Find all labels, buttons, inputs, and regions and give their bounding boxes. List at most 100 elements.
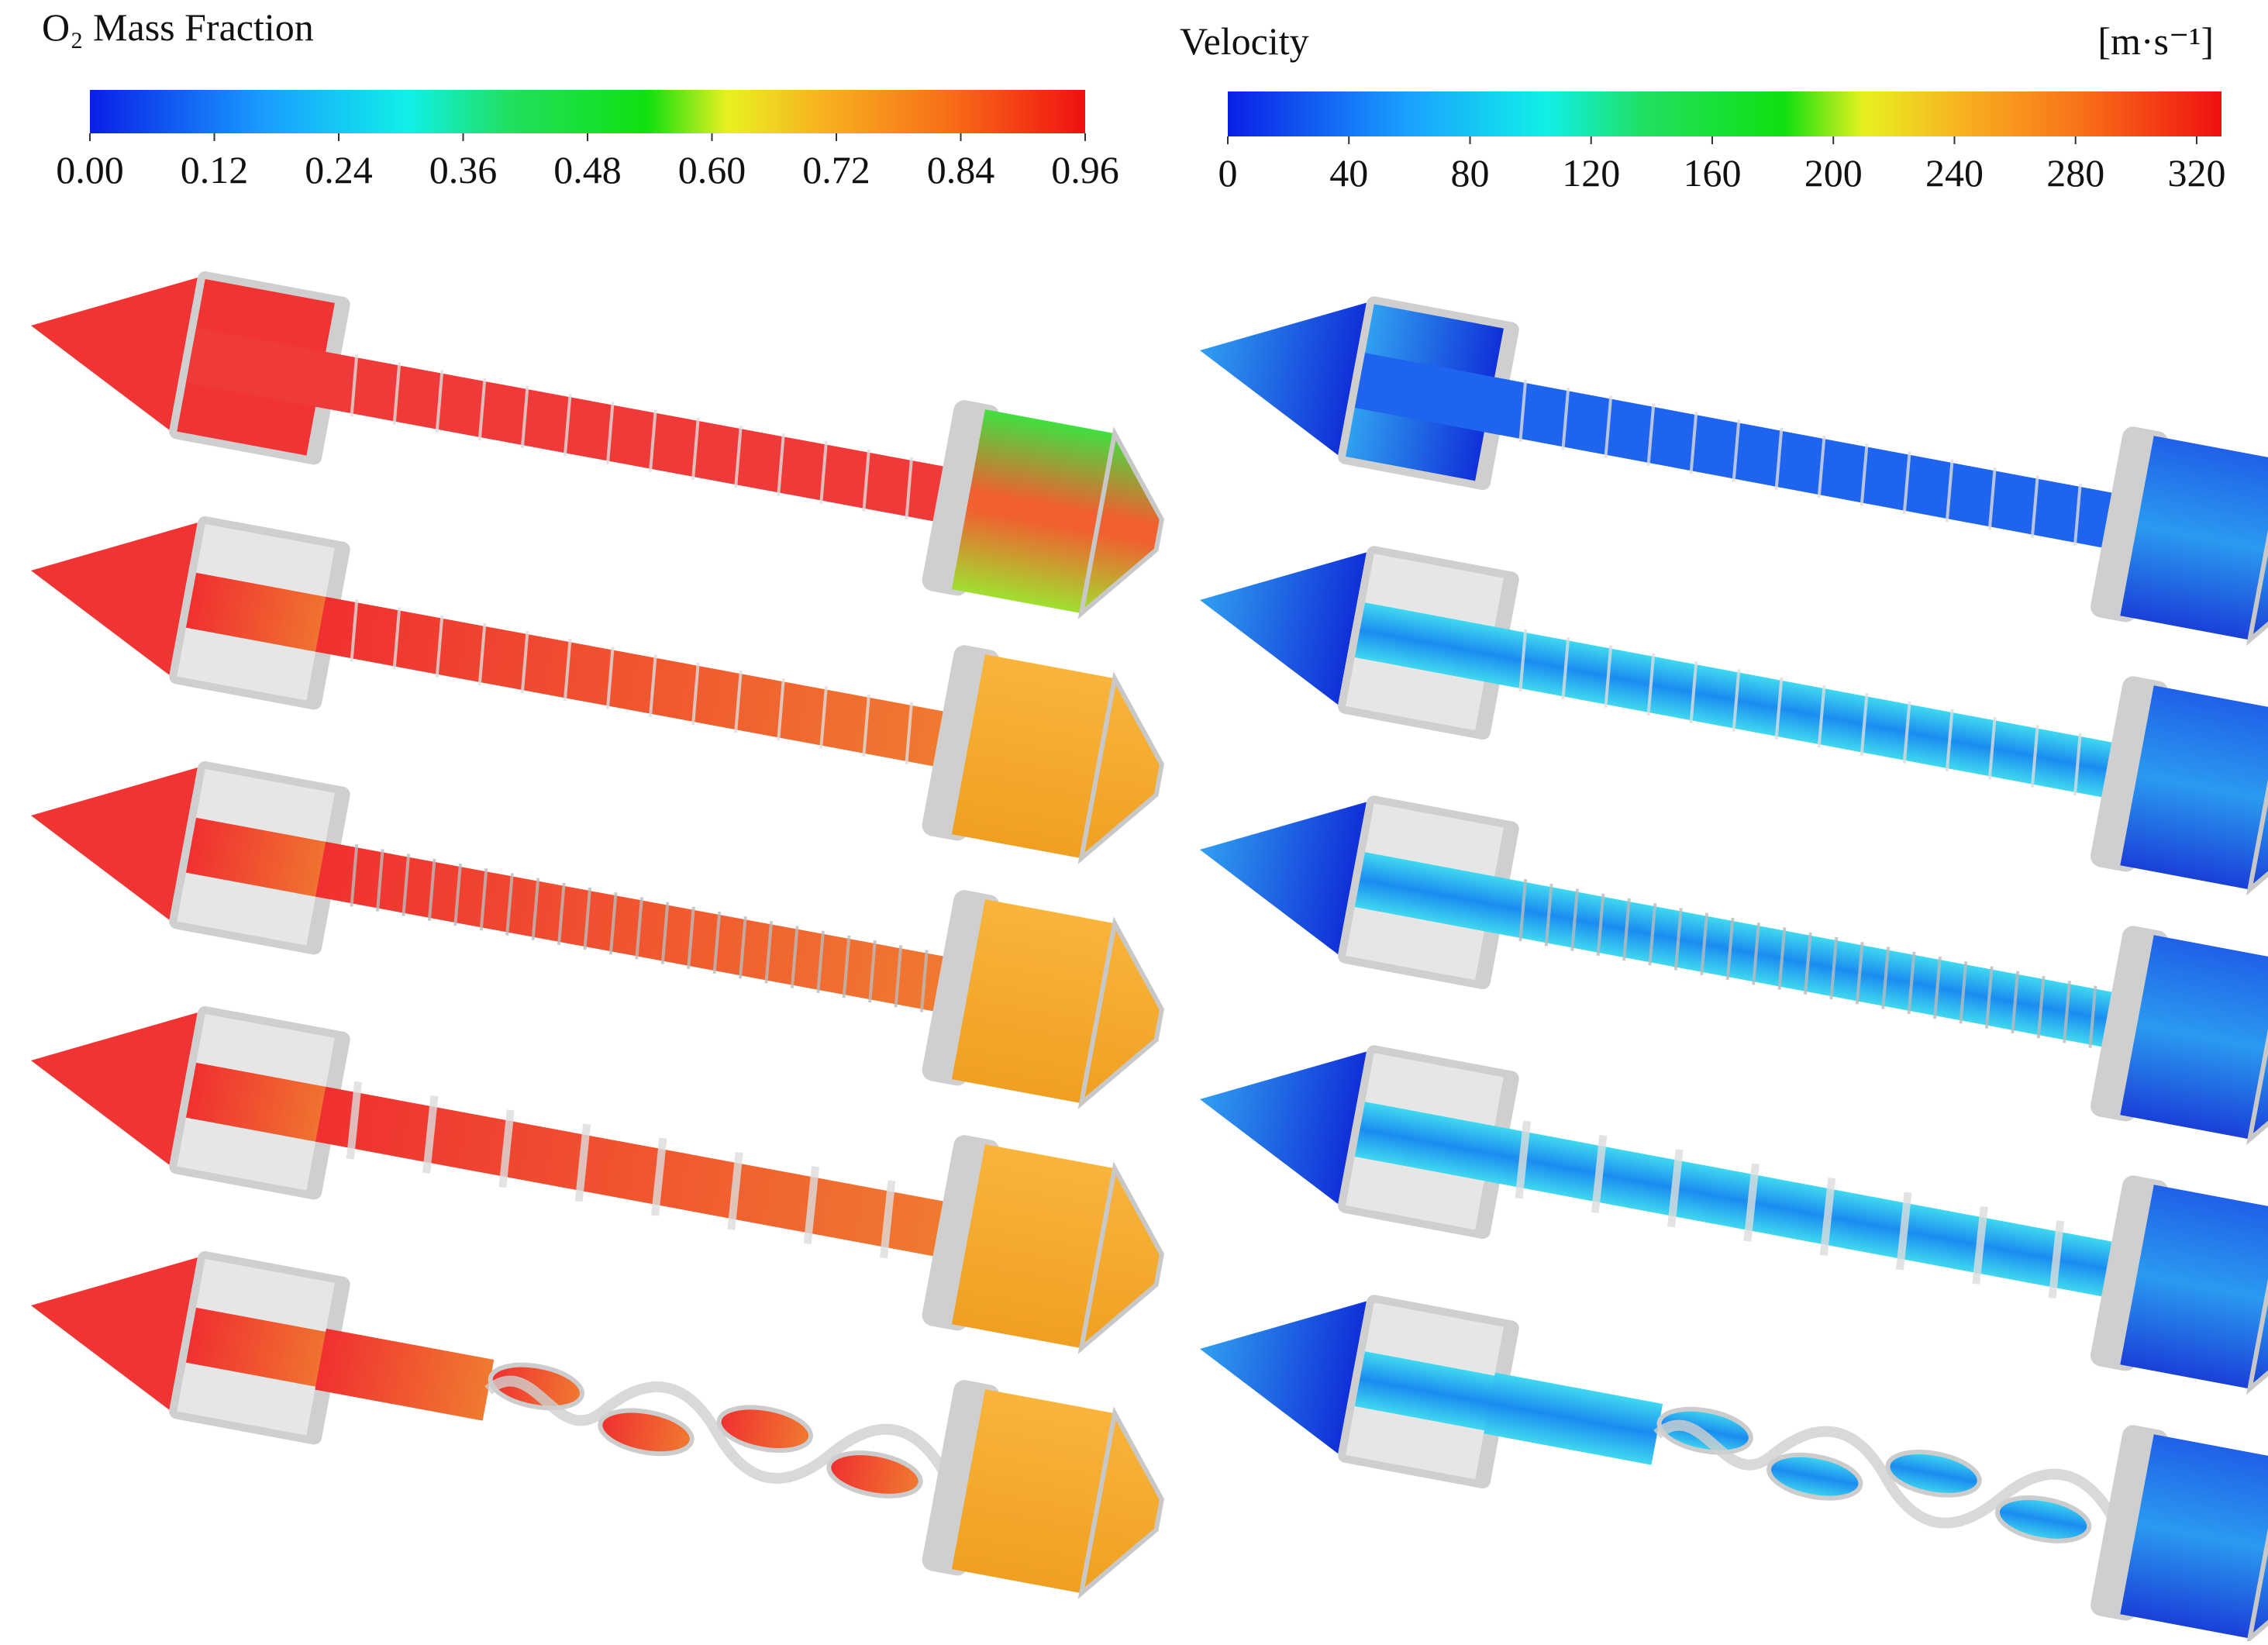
swirl-ring — [375, 849, 384, 912]
inlet-cone — [1200, 302, 1367, 456]
swirl-ring — [2073, 733, 2082, 796]
inlet-pipe — [185, 817, 341, 900]
inlet-cone — [1200, 1051, 1367, 1205]
nozzle-model — [31, 760, 1165, 1109]
swirl-ring — [803, 1166, 820, 1245]
colorbar-tick-label: 80 — [1450, 151, 1489, 195]
swirl-pipe — [315, 841, 951, 1013]
colorbar-unit: [m·s⁻¹] — [2097, 19, 2214, 63]
swirl-ring — [862, 694, 870, 757]
colorbar — [1228, 91, 2221, 136]
inlet-cone — [31, 522, 198, 675]
swirl-ring — [427, 858, 436, 922]
inlet-pipe — [1354, 852, 1510, 934]
swirl-ring — [350, 599, 359, 662]
swirl-ring — [2073, 483, 2082, 547]
swirl-ring — [1902, 701, 1911, 764]
swirl-pipe — [1484, 876, 2120, 1049]
swirl-ring — [651, 1137, 667, 1216]
swirl-ring — [1987, 717, 1997, 780]
swirl-ring — [1570, 888, 1580, 951]
swirl-ring — [1984, 966, 1994, 1029]
swirl-ring — [920, 950, 929, 1012]
swirl-ring — [1544, 884, 1553, 947]
swirl-ring — [905, 702, 914, 765]
swirl-ring — [727, 1151, 743, 1230]
swirl-ring — [819, 441, 828, 504]
swirl-ring — [1604, 395, 1613, 458]
inlet-pipe — [1354, 1351, 1510, 1433]
colorbar-tick-label: 240 — [1925, 151, 1984, 195]
colorbar-tick-label: 0.36 — [429, 148, 498, 191]
outlet-cone — [2246, 1202, 2268, 1395]
swirl-ring — [1803, 932, 1812, 995]
swirl-ring — [477, 622, 487, 686]
swirl-pipe — [315, 596, 951, 768]
swirl-ring — [435, 370, 444, 433]
nozzle-model — [1200, 795, 2268, 1146]
swirl-ring — [1725, 917, 1735, 981]
inlet-cone — [1200, 1301, 1367, 1454]
swirl-ring — [520, 385, 529, 449]
swirl-ring — [1591, 1134, 1608, 1213]
inlet-pipe — [185, 1062, 341, 1145]
helical-channel — [598, 1408, 695, 1457]
swirl-ring — [1907, 951, 1916, 1015]
swirl-ring — [2048, 1220, 2065, 1299]
colorbar-tick-label: 0.48 — [553, 148, 622, 191]
swirl-ring — [1673, 908, 1683, 971]
inlet-pipe — [185, 327, 341, 410]
inlet-cone — [31, 1257, 198, 1410]
swirl-ring — [350, 354, 359, 417]
swirl-ring — [1518, 379, 1528, 443]
swirl-pipe — [1484, 626, 2120, 799]
swirl-ring — [868, 940, 877, 1003]
swirl-ring — [660, 902, 670, 964]
swirl-ring — [2036, 975, 2046, 1039]
inlet-cone — [1200, 552, 1367, 705]
outlet-cone — [2246, 453, 2268, 647]
inlet-pipe — [1354, 602, 1510, 685]
outlet-cone — [1077, 1161, 1165, 1354]
swirl-ring — [498, 1109, 515, 1188]
nozzle-model — [1200, 546, 2268, 896]
swirl-ring — [894, 945, 903, 1008]
swirl-ring — [435, 615, 444, 678]
colorbar-tick-label: 0.84 — [927, 148, 995, 191]
swirl-ring — [563, 639, 572, 702]
colorbar-tick-label: 0.12 — [181, 148, 249, 191]
swirl-ring — [880, 1180, 896, 1259]
colorbar-tick-label: 0.72 — [802, 148, 870, 191]
swirl-ring — [605, 402, 615, 464]
swirl-pipe — [315, 1086, 951, 1258]
swirl-ring — [1774, 677, 1784, 740]
swirl-ring — [583, 887, 592, 950]
swirl-ring — [1902, 451, 1911, 514]
swirl-ring — [1561, 637, 1570, 700]
colorbar-tick-label: 320 — [2167, 151, 2225, 195]
swirl-ring — [402, 854, 411, 916]
swirl-ring — [648, 654, 657, 717]
outlet-cone — [2246, 952, 2268, 1146]
swirl-ring — [648, 409, 657, 472]
inlet-pipe — [185, 572, 341, 655]
swirl-ring — [764, 921, 774, 984]
nozzle-model — [1200, 296, 2268, 647]
colorbar-tick-label: 0.00 — [56, 148, 124, 191]
swirl-ring — [1959, 961, 1968, 1024]
helical-channel — [1885, 1450, 1982, 1498]
swirl-ring — [1933, 956, 1942, 1019]
swirl-ring — [691, 662, 700, 726]
swirl-ring — [862, 449, 870, 512]
swirl-ring — [1895, 1192, 1912, 1271]
swirl-ring — [1881, 947, 1891, 1009]
nozzle-model — [31, 271, 1165, 619]
outlet-chamber — [2120, 685, 2268, 890]
swirl-ring — [1945, 459, 1954, 522]
swirl-ring — [734, 670, 743, 733]
swirl-ring — [477, 378, 487, 441]
swirl-ring — [453, 863, 462, 926]
helical-channel — [826, 1450, 923, 1498]
swirl-ring — [2030, 475, 2039, 538]
swirl-ring — [1972, 1205, 1988, 1285]
